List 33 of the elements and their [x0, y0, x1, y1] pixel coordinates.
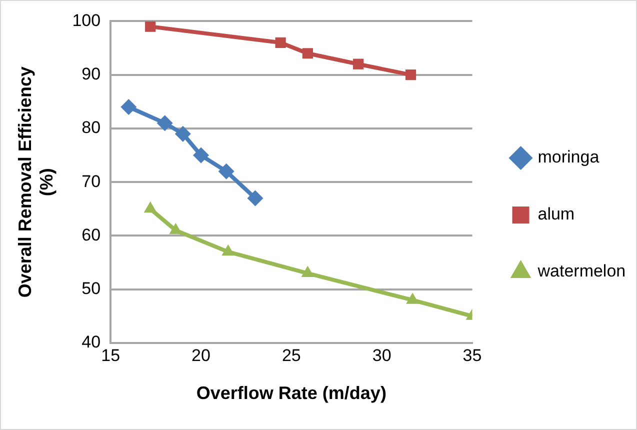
point [406, 292, 420, 304]
y-tick-label: 60 [82, 225, 101, 244]
x-tick-label: 15 [101, 346, 120, 365]
x-tick-label: 25 [282, 346, 301, 365]
y-tick-label: 40 [82, 332, 101, 352]
x-tick-label: 20 [192, 346, 210, 365]
legend-label: alum [538, 204, 575, 224]
x-tick-label: 30 [372, 346, 392, 365]
point [405, 70, 416, 80]
point [275, 37, 286, 48]
point [353, 58, 364, 70]
point [174, 126, 191, 142]
point [302, 48, 313, 59]
point [247, 190, 264, 206]
legend-label: watermelon [536, 262, 626, 281]
point [192, 147, 209, 164]
point [169, 222, 182, 234]
y-tick-label: 70 [82, 172, 101, 191]
point [222, 244, 235, 256]
point [301, 266, 314, 278]
y-tick-label: 90 [82, 64, 101, 84]
y-tick-label: 100 [72, 10, 101, 30]
y-axis-title: Overall Removal Efficiency (%) [14, 66, 56, 298]
x-axis-title: Overflow Rate (m/day) [196, 383, 386, 404]
point [156, 115, 173, 132]
point [145, 21, 156, 32]
x-tick-label: 35 [462, 346, 482, 365]
legend-label: moringa [538, 148, 600, 167]
point [144, 201, 157, 213]
point [120, 99, 137, 116]
y-tick-label: 80 [82, 118, 101, 138]
y-tick-label: 50 [82, 279, 101, 298]
point [218, 163, 234, 180]
